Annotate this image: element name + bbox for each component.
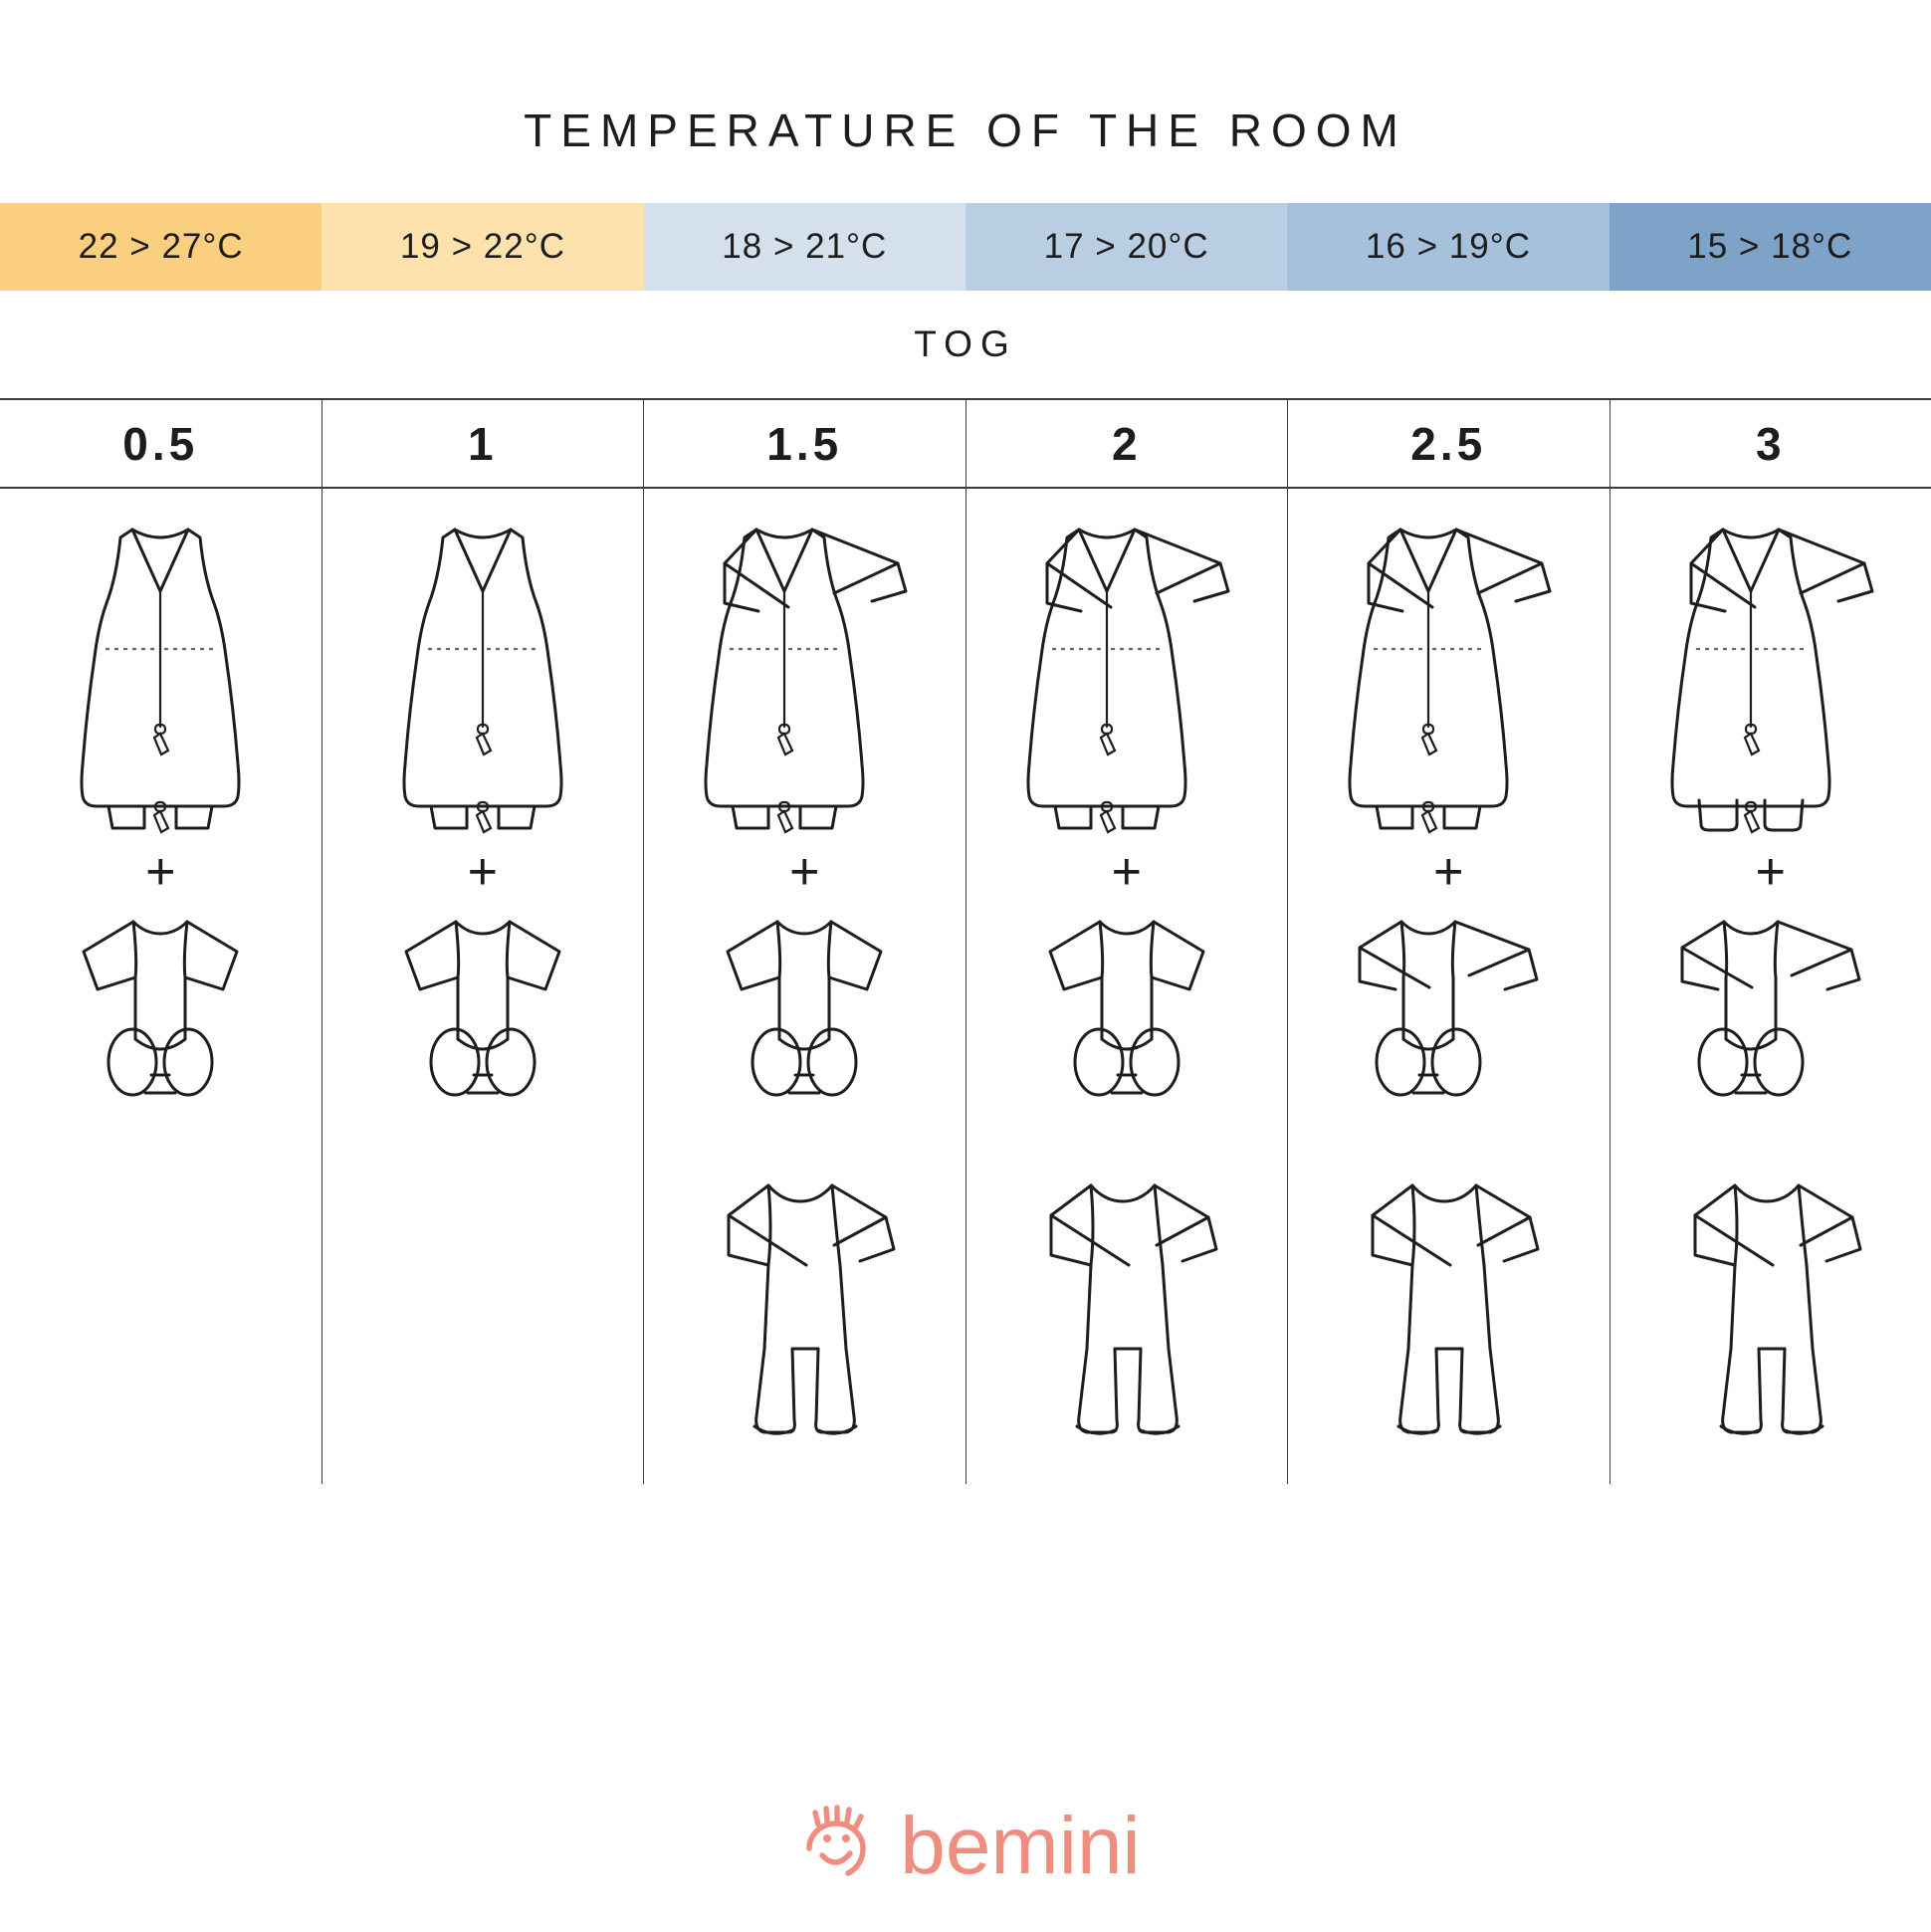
temperature-label-2: 19 > 22°C — [399, 227, 565, 266]
tog-section-label: TOG — [914, 323, 1017, 364]
short-sleeve-bodysuit-icon — [0, 903, 322, 1102]
sleeveless-sleeping-bag-icon — [0, 503, 322, 841]
plus-sign-3: + — [789, 843, 820, 901]
tog-value-4: 2 — [966, 400, 1288, 487]
temperature-band: 22 > 27°C 19 > 22°C 18 > 21°C 17 > 20°C … — [0, 203, 1931, 291]
temperature-label-6: 15 > 18°C — [1687, 227, 1853, 266]
long-sleeve-bodysuit-icon — [1288, 903, 1609, 1102]
long-sleeve-bodysuit-icon — [1610, 903, 1931, 1102]
long-sleeve-sleeping-bag-icon — [644, 503, 966, 841]
garment-column-2: + — [966, 489, 1288, 1484]
tog-table: 0.5 1 1.5 2 2.5 3 — [0, 398, 1931, 1484]
temperature-label-4: 17 > 20°C — [1043, 227, 1209, 266]
long-sleeve-sleeping-bag-cuffs-icon — [1610, 503, 1931, 841]
garment-grid: + — [0, 487, 1931, 1484]
page-title: TEMPERATURE OF THE ROOM — [524, 105, 1407, 156]
tog-value-6: 3 — [1755, 417, 1786, 470]
temperature-cell-6: 15 > 18°C — [1609, 203, 1931, 291]
temperature-cell-4: 17 > 20°C — [965, 203, 1288, 291]
plus-sign-4: + — [1111, 843, 1142, 901]
temperature-cell-3: 18 > 21°C — [643, 203, 966, 291]
garment-column-1-5: + — [644, 489, 966, 1484]
plus-sign-5: + — [1433, 843, 1464, 901]
tog-value-1: 0.5 — [0, 400, 322, 487]
temperature-label-1: 22 > 27°C — [78, 227, 244, 266]
plus-sign-2: + — [467, 843, 498, 901]
tog-header-row: 0.5 1 1.5 2 2.5 3 — [0, 398, 1931, 487]
temperature-cell-5: 16 > 19°C — [1287, 203, 1609, 291]
tog-value-3: 1.5 — [644, 400, 966, 487]
long-sleeve-pajama-icon — [1610, 1160, 1931, 1458]
footer-brand: bemini — [0, 1767, 1931, 1926]
brand-name: bemini — [900, 1801, 1141, 1891]
garment-column-1: + — [322, 489, 644, 1484]
smiley-face-icon — [790, 1801, 882, 1892]
tog-value-5: 2.5 — [1288, 400, 1610, 487]
garment-column-3: + — [1610, 489, 1931, 1484]
plus-sign-1: + — [145, 843, 176, 901]
temperature-label-3: 18 > 21°C — [722, 227, 888, 266]
short-sleeve-bodysuit-icon — [966, 903, 1288, 1102]
temperature-cell-2: 19 > 22°C — [322, 203, 644, 291]
garment-column-2-5: + — [1288, 489, 1610, 1484]
temperature-cell-1: 22 > 27°C — [0, 203, 322, 291]
long-sleeve-pajama-icon — [966, 1160, 1288, 1458]
temperature-label-5: 16 > 19°C — [1365, 227, 1531, 266]
garment-column-0-5: + — [0, 489, 322, 1484]
long-sleeve-pajama-icon — [1288, 1160, 1609, 1458]
sleeveless-sleeping-bag-icon — [322, 503, 644, 841]
long-sleeve-pajama-icon — [644, 1160, 966, 1458]
tog-value-2: 1 — [322, 400, 644, 487]
plus-sign-6: + — [1755, 843, 1786, 901]
long-sleeve-sleeping-bag-icon — [1288, 503, 1609, 841]
long-sleeve-sleeping-bag-icon — [966, 503, 1288, 841]
short-sleeve-bodysuit-icon — [322, 903, 644, 1102]
short-sleeve-bodysuit-icon — [644, 903, 966, 1102]
